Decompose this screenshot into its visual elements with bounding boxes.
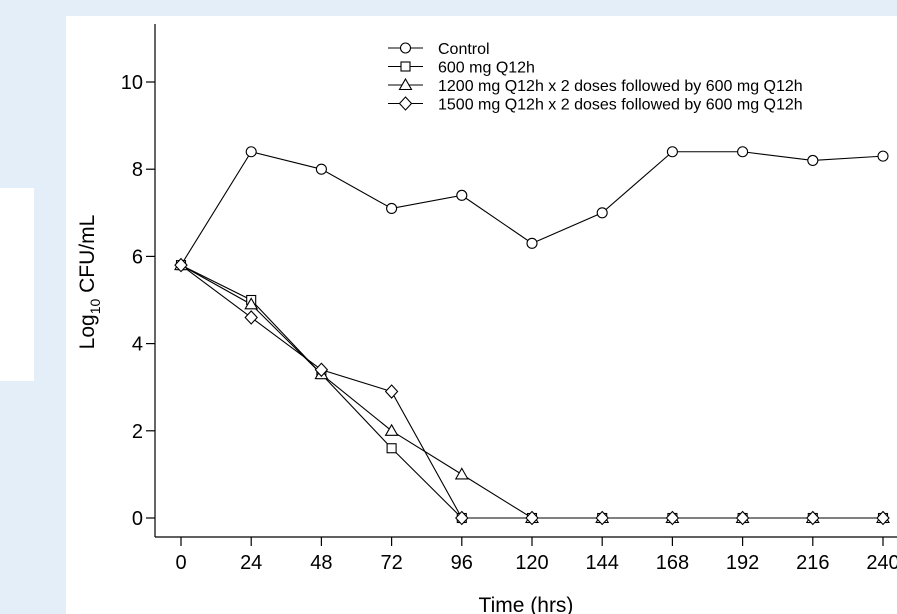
series-1-point-24 bbox=[245, 146, 257, 158]
x-tick-label-72: 72 bbox=[380, 552, 402, 574]
series-1-point-120 bbox=[526, 237, 538, 249]
series-4-point-0 bbox=[174, 257, 188, 273]
series-line-4 bbox=[180, 264, 883, 519]
series-1-point-144 bbox=[596, 207, 608, 219]
series-lines bbox=[180, 151, 884, 519]
series-1-point-216 bbox=[807, 154, 819, 167]
series-4-point-240 bbox=[876, 510, 890, 526]
series-4-point-72 bbox=[384, 384, 399, 399]
x-tick-label-0: 0 bbox=[175, 552, 186, 574]
x-tick-label-24: 24 bbox=[240, 552, 262, 574]
y-axis-title-suffix: CFU/mL bbox=[76, 215, 99, 299]
series-4-point-216 bbox=[806, 510, 820, 526]
series-line-3 bbox=[180, 264, 883, 519]
y-ticks: 0 2 4 6 8 10 bbox=[121, 72, 155, 530]
series-4-point-48 bbox=[314, 362, 329, 378]
x-tick-label-216: 216 bbox=[796, 552, 829, 574]
series-4-point-96 bbox=[455, 510, 469, 526]
y-tick-label-0: 0 bbox=[132, 508, 143, 530]
series-3-point-72 bbox=[384, 423, 399, 436]
series-4-point-168 bbox=[665, 510, 680, 526]
x-tick-label-168: 168 bbox=[656, 552, 689, 574]
series-4-point-144 bbox=[595, 510, 609, 526]
legend-marker-2 bbox=[400, 61, 411, 72]
y-tick-label-10: 10 bbox=[121, 72, 143, 94]
series-2-point-72 bbox=[386, 443, 397, 454]
legend-label-1: Control bbox=[438, 41, 490, 58]
x-axis-title: Time (hrs) bbox=[479, 594, 574, 614]
x-tick-label-120: 120 bbox=[515, 552, 548, 574]
legend-label-3: 1200 mg Q12h x 2 doses followed by 600 m… bbox=[438, 78, 803, 95]
x-tick-label-240: 240 bbox=[866, 552, 897, 574]
side-panel bbox=[0, 188, 34, 381]
series-4-point-120 bbox=[525, 510, 539, 526]
legend-marker-1 bbox=[399, 42, 412, 54]
series-4-point-24 bbox=[244, 310, 258, 325]
y-axis-title-prefix: Log bbox=[76, 314, 99, 349]
series-3-point-96 bbox=[454, 467, 469, 480]
x-ticks: 0 24 48 72 96 120 144 168 192 216 240 bbox=[175, 537, 897, 574]
x-tick-label-48: 48 bbox=[310, 552, 332, 574]
y-tick-label-4: 4 bbox=[132, 334, 143, 356]
figure-panel: 0 2 4 6 8 10 0 24 48 72 96 120 144 168 192 216 240 Time… bbox=[66, 16, 897, 614]
x-tick-label-144: 144 bbox=[586, 552, 619, 574]
y-tick-label-8: 8 bbox=[132, 159, 143, 181]
x-tick-label-96: 96 bbox=[451, 552, 473, 574]
axes bbox=[154, 24, 897, 538]
series-line-2 bbox=[180, 264, 883, 519]
series-1-point-96 bbox=[456, 189, 468, 201]
series-1-point-72 bbox=[386, 202, 398, 214]
y-axis-title: Log10 CFU/mL bbox=[76, 215, 103, 350]
legend-label-4: 1500 mg Q12h x 2 doses followed by 600 m… bbox=[438, 97, 803, 114]
series-1-point-240 bbox=[877, 150, 889, 162]
legend-marker-3 bbox=[398, 77, 413, 91]
series-1-point-48 bbox=[315, 163, 327, 175]
series-1-point-168 bbox=[666, 146, 678, 158]
legend-marker-4 bbox=[398, 96, 413, 111]
x-tick-label-192: 192 bbox=[726, 552, 759, 574]
legend-label-2: 600 mg Q12h bbox=[438, 60, 535, 77]
series-markers bbox=[174, 146, 890, 526]
series-1-point-192 bbox=[737, 146, 749, 158]
y-tick-label-6: 6 bbox=[132, 246, 143, 268]
series-3-point-24 bbox=[244, 297, 259, 310]
series-4-point-192 bbox=[735, 510, 750, 526]
y-tick-label-2: 2 bbox=[132, 421, 143, 443]
y-axis-title-subscript: 10 bbox=[87, 298, 103, 314]
